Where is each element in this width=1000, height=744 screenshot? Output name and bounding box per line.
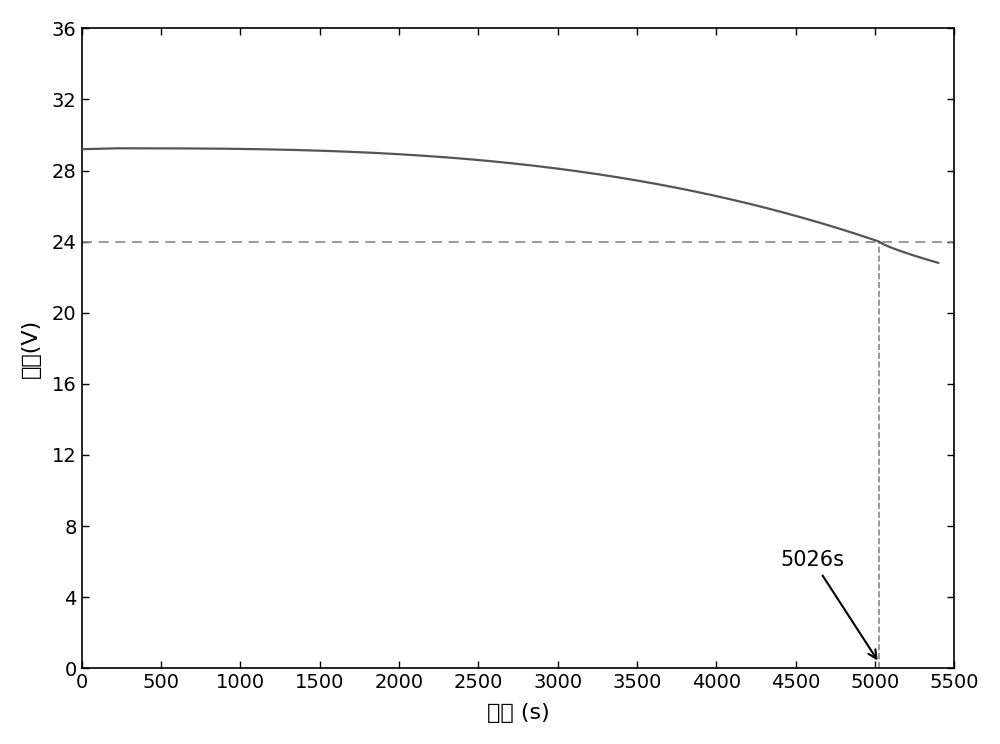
Text: 5026s: 5026s [781, 551, 876, 658]
Y-axis label: 电压(V): 电压(V) [21, 318, 41, 378]
X-axis label: 时间 (s): 时间 (s) [487, 703, 549, 723]
